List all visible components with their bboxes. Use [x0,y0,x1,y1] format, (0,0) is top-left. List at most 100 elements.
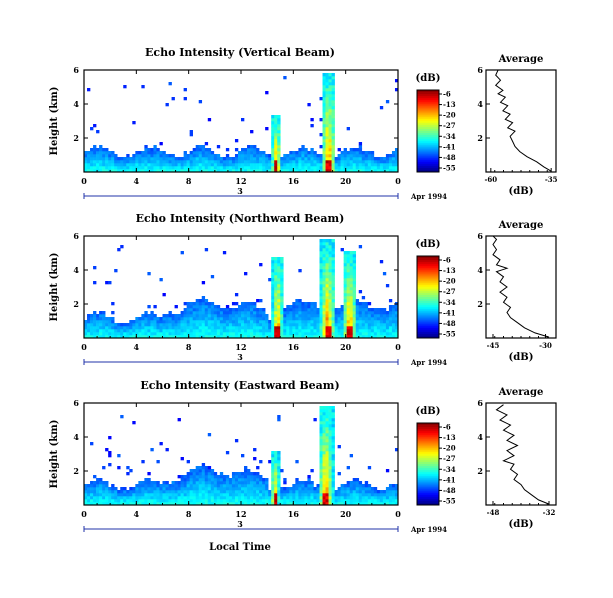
heatmap-cell [379,496,384,500]
heatmap-cell [168,496,172,500]
heatmap-cell [168,314,172,318]
heatmap-cell [234,484,239,488]
heatmap-cell [388,335,393,339]
heatmap-cell [358,332,363,336]
heatmap-cell [313,490,317,494]
heatmap-cell [207,326,212,330]
heatmap-cell [382,496,387,500]
heatmap-cell [382,329,387,333]
heatmap-cell [277,296,281,300]
heatmap-cell [225,490,230,494]
heatmap-cell [159,320,163,324]
heatmap-cell [219,490,224,494]
heatmap-cell [376,157,381,161]
heatmap-cell [367,308,372,312]
heatmap-cell [241,305,245,309]
heatmap-cell [331,139,335,143]
heatmap-cell [150,154,154,158]
heatmap-cell [105,323,109,327]
heatmap-cell [150,502,154,506]
heatmap-cell [322,106,326,110]
heatmap-cell [274,490,278,494]
heatmap-cell [250,323,254,327]
heatmap-cell [316,323,320,327]
heatmap-cell [316,160,320,164]
heatmap-cell [198,478,203,482]
colorbar-swatch [417,488,439,492]
heatmap-cell [150,314,154,318]
heatmap-cell [165,329,169,333]
heatmap-cell [186,302,190,306]
heatmap-cell [225,148,230,152]
heatmap-cell [84,493,88,497]
heatmap-cell [102,326,106,330]
heatmap-cell [162,326,166,330]
heatmap-cell [244,484,248,488]
heatmap-cell [84,332,88,336]
colorbar-swatch [417,490,439,494]
heatmap-cell [340,157,344,161]
heatmap-cell [331,442,335,446]
heatmap-cell [244,332,248,336]
heatmap-cell [171,157,175,161]
heatmap-cell [168,82,172,86]
heatmap-cell [307,484,311,488]
heatmap-cell [355,323,360,327]
colorbar-swatch [417,260,439,263]
heatmap-cell [241,332,245,336]
heatmap-cell [358,160,363,164]
heatmap-cell [283,478,287,482]
heatmap-cell [298,299,302,303]
heatmap-cell [322,326,326,330]
heatmap-cell [210,305,215,309]
heatmap-cell [385,329,390,333]
heatmap-cell [325,329,329,333]
heatmap-cell [256,323,260,327]
heatmap-cell [325,281,329,285]
heatmap-cell [319,427,323,431]
heatmap-cell [331,166,335,170]
heatmap-cell [325,239,329,243]
heatmap-cell [225,317,230,321]
heatmap-cell [328,269,332,273]
heatmap-cell [277,493,281,497]
heatmap-cell [259,502,263,506]
heatmap-cell [295,478,299,482]
heatmap-cell [361,496,366,500]
heatmap-cell [304,484,308,488]
heatmap-cell [198,484,203,488]
heatmap-cell [364,305,369,309]
heatmap-cell [325,109,329,113]
heatmap-cell [256,502,260,506]
heatmap-cell [156,502,160,506]
heatmap-cell [322,148,326,152]
heatmap-cell [331,332,335,336]
heatmap-cell [343,166,347,170]
heatmap-cell [108,451,112,455]
heatmap-cell [328,442,332,446]
heatmap-cell [316,487,320,491]
heatmap-cell [195,466,200,470]
heatmap-cell [346,481,350,485]
heatmap-cell [370,335,375,339]
heatmap-cell [165,317,169,321]
heatmap-cell [328,160,332,164]
heatmap-cell [328,133,332,137]
heatmap-cell [250,493,254,497]
heatmap-cell [183,317,187,321]
heatmap-cell [280,326,284,330]
heatmap-cell [141,163,145,167]
heatmap-cell [283,76,287,80]
heatmap-cell [198,466,203,470]
heatmap-cell [237,475,242,479]
heatmap-cell [331,433,335,437]
heatmap-cell [195,160,200,164]
heatmap-cell [379,329,384,333]
heatmap-cell [346,320,350,324]
heatmap-cell [298,335,302,339]
colorbar-swatch [417,104,439,107]
heatmap-cell [271,272,275,276]
heatmap-cell [241,493,245,497]
heatmap-cell [165,481,169,485]
